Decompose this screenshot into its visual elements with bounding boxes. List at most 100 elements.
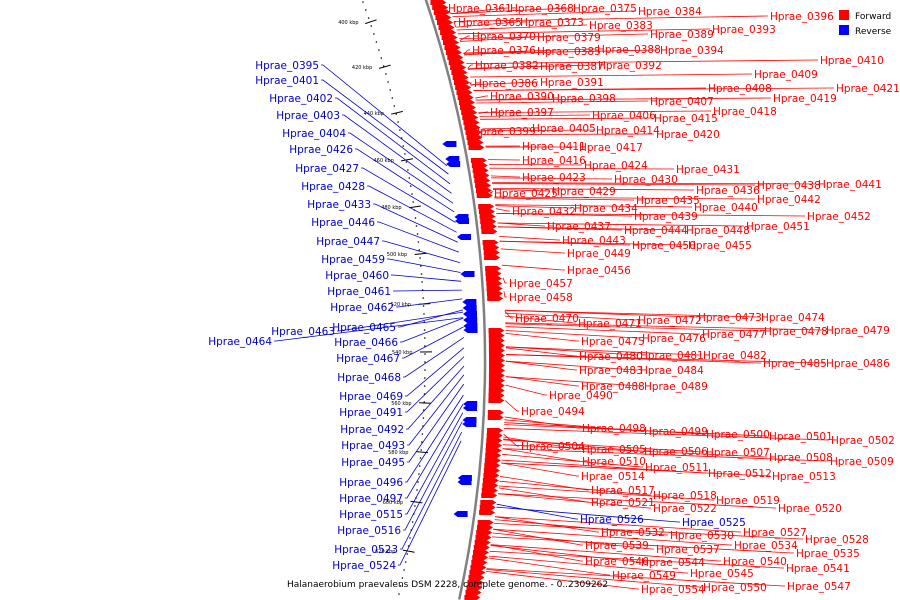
label-leader-line bbox=[488, 555, 688, 574]
label-leader-line bbox=[494, 523, 803, 540]
label-leader-line bbox=[387, 258, 461, 273]
label-leader-line bbox=[405, 347, 465, 397]
forward-gene bbox=[474, 540, 491, 545]
tick-dot bbox=[414, 505, 416, 507]
legend: Forward Reverse bbox=[839, 10, 892, 37]
gene-label-hprae-0401: Hprae_0401 bbox=[255, 75, 319, 87]
label-leader-line bbox=[393, 289, 462, 292]
gene-label-hprae-0392: Hprae_0392 bbox=[598, 60, 662, 72]
label-leader-line bbox=[488, 557, 610, 576]
label-leader-line bbox=[475, 97, 550, 101]
tick-label: 600 kbp bbox=[383, 500, 403, 506]
label-leader-line bbox=[400, 431, 463, 550]
label-leader-line bbox=[503, 291, 507, 298]
gene-label-hprae-0499: Hprae_0499 bbox=[644, 426, 708, 438]
tick-dot bbox=[399, 585, 402, 587]
label-leader-line bbox=[498, 493, 776, 509]
tick-dot bbox=[424, 345, 426, 347]
gene-label-hprae-0460: Hprae_0460 bbox=[325, 270, 389, 282]
label-leader-line bbox=[348, 132, 454, 204]
gene-label-hprae-0523: Hprae_0523 bbox=[334, 544, 398, 556]
tick-dot bbox=[395, 113, 398, 115]
label-leader-line bbox=[498, 485, 714, 501]
gene-label-hprae-0528: Hprae_0528 bbox=[805, 534, 869, 546]
label-leader-line bbox=[499, 480, 651, 496]
label-leader-line bbox=[475, 95, 488, 99]
label-leader-line bbox=[467, 65, 538, 70]
label-leader-line bbox=[479, 114, 590, 117]
label-leader-line bbox=[489, 550, 784, 569]
gene-label-hprae-0417: Hprae_0417 bbox=[579, 142, 643, 154]
label-leader-line bbox=[367, 185, 457, 233]
forward-gene bbox=[488, 393, 505, 398]
gene-label-hprae-0384: Hprae_0384 bbox=[638, 6, 702, 18]
gene-label-hprae-0457: Hprae_0457 bbox=[509, 278, 573, 290]
tick-dot bbox=[424, 377, 426, 379]
gene-label-hprae-0495: Hprae_0495 bbox=[341, 457, 405, 469]
forward-gene bbox=[475, 188, 492, 193]
label-leader-line bbox=[489, 190, 494, 194]
forward-gene bbox=[467, 140, 484, 145]
forward-gene bbox=[430, 0, 447, 5]
label-leader-line bbox=[504, 309, 696, 318]
tick-label: 620 kbp bbox=[375, 549, 395, 555]
label-leader-line bbox=[505, 360, 638, 371]
forward-gene bbox=[481, 493, 498, 498]
reverse-gene bbox=[445, 156, 460, 162]
forward-gene bbox=[476, 530, 493, 535]
gene-label-hprae-0508: Hprae_0508 bbox=[769, 452, 833, 464]
gene-label-hprae-0504: Hprae_0504 bbox=[521, 441, 585, 453]
gene-label-hprae-0519: Hprae_0519 bbox=[716, 495, 780, 507]
forward-gene bbox=[488, 378, 505, 383]
gene-label-hprae-0409: Hprae_0409 bbox=[754, 69, 818, 81]
label-leader-line bbox=[497, 222, 545, 227]
tick-major bbox=[402, 549, 415, 553]
gene-label-hprae-0479: Hprae_0479 bbox=[826, 325, 890, 337]
gene-label-hprae-0450: Hprae_0450 bbox=[632, 240, 696, 252]
genome-backbone-arc bbox=[424, 0, 487, 600]
tick-major bbox=[401, 158, 413, 162]
tick-major bbox=[408, 205, 421, 209]
label-leader-line bbox=[453, 21, 457, 28]
label-leader-line bbox=[496, 503, 578, 520]
gene-label-hprae-0535: Hprae_0535 bbox=[796, 548, 860, 560]
gene-label-hprae-0385: Hprae_0385 bbox=[537, 46, 601, 58]
gene-label-hprae-0516: Hprae_0516 bbox=[337, 525, 401, 537]
gene-label-hprae-0430: Hprae_0430 bbox=[614, 174, 678, 186]
label-leader-line bbox=[382, 240, 460, 263]
label-leader-line bbox=[504, 419, 642, 432]
reverse-gene bbox=[462, 299, 477, 305]
reverse-gene bbox=[463, 327, 478, 333]
gene-label-hprae-0443: Hprae_0443 bbox=[562, 235, 626, 247]
gene-label-hprae-0465: Hprae_0465 bbox=[332, 322, 396, 334]
forward-gene bbox=[432, 5, 449, 10]
gene-label-hprae-0455: Hprae_0455 bbox=[688, 240, 752, 252]
gene-label-hprae-0515: Hprae_0515 bbox=[339, 509, 403, 521]
gene-label-hprae-0416: Hprae_0416 bbox=[522, 155, 586, 167]
forward-gene bbox=[433, 10, 450, 15]
forward-gene bbox=[443, 40, 459, 45]
label-leader-line bbox=[453, 15, 768, 22]
label-leader-line bbox=[490, 175, 520, 178]
gene-label-hprae-0410: Hprae_0410 bbox=[820, 55, 884, 67]
gene-label-hprae-0408: Hprae_0408 bbox=[708, 83, 772, 95]
label-leader-line bbox=[405, 356, 465, 413]
tick-major bbox=[414, 252, 427, 255]
tick-dot bbox=[365, 9, 367, 11]
forward-gene bbox=[477, 525, 493, 530]
gene-label-hprae-0539: Hprae_0539 bbox=[585, 540, 649, 552]
tick-major bbox=[410, 500, 423, 504]
gene-label-hprae-0532: Hprae_0532 bbox=[601, 527, 665, 539]
label-leader-line bbox=[321, 64, 448, 167]
label-leader-line bbox=[498, 493, 651, 509]
label-leader-line bbox=[492, 189, 550, 192]
tick-dot bbox=[418, 465, 421, 467]
forward-gene bbox=[481, 229, 498, 234]
gene-label-hprae-0521: Hprae_0521 bbox=[591, 497, 655, 509]
gene-label-hprae-0466: Hprae_0466 bbox=[334, 337, 398, 349]
forward-gene bbox=[485, 448, 502, 453]
gene-label-hprae-0526: Hprae_0526 bbox=[580, 514, 644, 526]
gene-label-hprae-0462: Hprae_0462 bbox=[330, 302, 394, 314]
forward-gene bbox=[444, 45, 461, 50]
label-leader-line bbox=[505, 400, 519, 412]
